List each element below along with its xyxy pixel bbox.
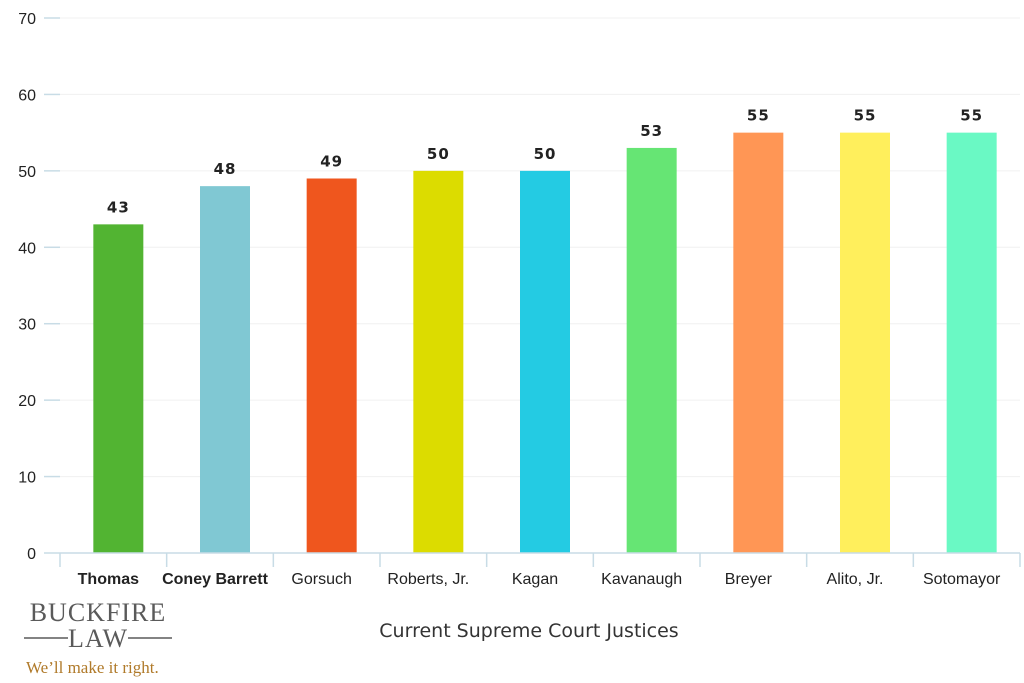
y-tick-label: 10 [18,470,36,487]
bar [413,170,464,553]
bar [200,186,250,553]
buckfire-law-logo: BUCKFIRE LAW We’ll make it right. [24,598,172,677]
y-tick-label: 70 [18,11,36,28]
x-tick-label: Roberts, Jr. [387,571,469,588]
bar [306,178,357,553]
logo-line1: BUCKFIRE [30,598,167,627]
x-tick-label: Thomas [78,571,139,588]
x-tick-label: Kagan [512,571,558,588]
x-tick-label: Coney Barrett [162,571,268,588]
x-axis-ticks: Thomas Coney Barrett Gorsuch Roberts, Jr. Ka… [59,553,1021,588]
bar-value-label: 48 [214,160,237,178]
bar-value-label: 43 [107,198,130,216]
bar-value-label: 55 [747,107,770,125]
bar [840,132,890,553]
logo-line2: LAW [68,624,128,653]
logo-tagline: We’ll make it right. [26,658,159,677]
y-tick-label: 0 [27,546,36,563]
bar-value-label: 49 [320,153,343,171]
x-axis-label: Current Supreme Court Justices [379,620,678,642]
bar [626,147,677,553]
bar [93,224,144,553]
y-tick-label: 30 [18,317,36,334]
x-tick-label: Alito, Jr. [827,571,884,588]
y-tick-label: 40 [18,240,36,257]
bar-value-label: 55 [960,107,983,125]
x-tick-label: Breyer [725,571,773,588]
y-tick-label: 60 [18,87,36,104]
x-tick-label: Sotomayor [923,571,1001,588]
bar [733,132,784,553]
bar-value-label: 50 [534,145,557,163]
bars: 43 48 49 50 50 53 55 55 55 [93,107,997,553]
bar-value-label: 50 [427,145,450,163]
x-tick-label: Kavanaugh [601,571,682,588]
x-tick-label: Gorsuch [291,571,351,588]
bar [946,132,997,553]
y-axis-ticks: 0 10 20 30 40 50 60 70 [18,11,60,563]
y-tick-label: 20 [18,393,36,410]
bar [520,170,570,553]
y-tick-label: 50 [18,164,36,181]
bar-value-label: 53 [640,122,663,140]
bar-value-label: 55 [854,107,877,125]
